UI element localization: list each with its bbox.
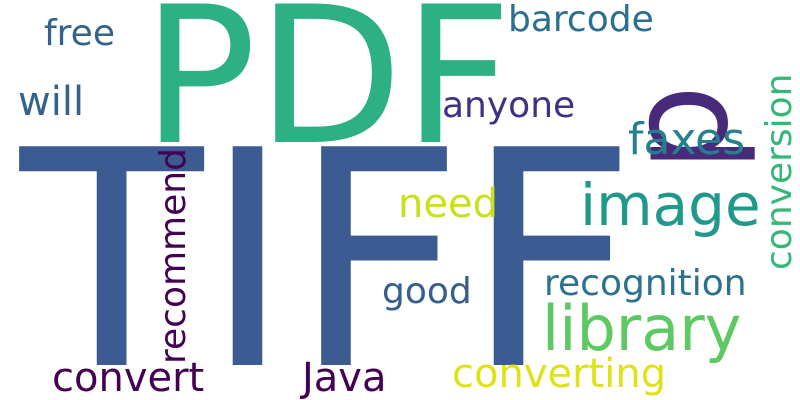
word-converting: converting — [452, 351, 667, 397]
word-pdf: PDF — [142, 0, 513, 187]
word-tiff: TIFF — [20, 87, 637, 400]
word-faxes: faxes — [628, 114, 746, 165]
word-good: good — [382, 271, 472, 312]
word-anyone: anyone — [442, 85, 576, 126]
word-recognition: recognition — [544, 263, 747, 304]
word-conversion: conversion — [759, 73, 800, 271]
word-will: will — [18, 79, 85, 125]
word-barcode: barcode — [508, 0, 654, 40]
word-convert: convert — [52, 355, 205, 400]
word-library: library — [542, 292, 742, 365]
word-java: Java — [302, 355, 387, 400]
word-recommend: recommend — [153, 148, 194, 364]
word-image: image — [580, 171, 761, 239]
word-free: free — [44, 13, 115, 54]
word-need: need — [398, 181, 498, 227]
